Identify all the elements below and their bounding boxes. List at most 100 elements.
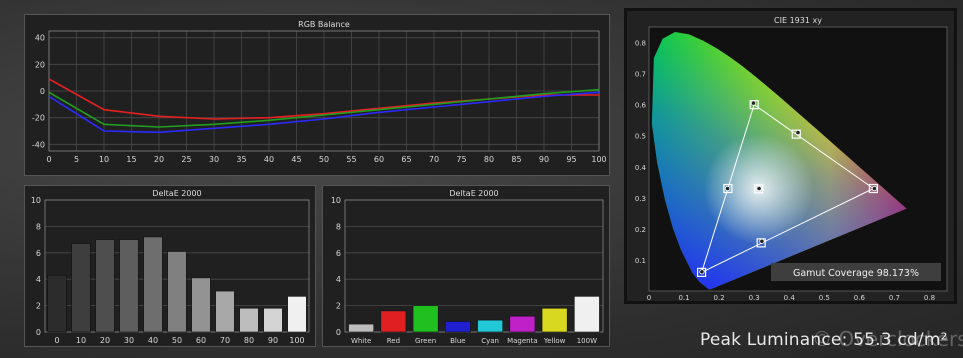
x-tick-label: 0.5 (819, 294, 830, 301)
bar (509, 315, 536, 333)
x-tick-label: 0.8 (924, 294, 935, 301)
x-tick-label: 30 (209, 155, 219, 164)
bar (239, 307, 259, 333)
x-tick-label: Magenta (507, 337, 538, 345)
x-tick-label: 0.6 (854, 294, 866, 301)
x-tick-label: Red (387, 337, 400, 345)
x-tick-label: 55 (346, 155, 356, 164)
target-marker (754, 184, 764, 194)
y-tick-label: 6 (336, 249, 341, 258)
deltae-grayscale-chart: DeltaE 2000 0 2 4 6 8 10 0 10 20 30 40 50 60 70 80 90 100 (24, 185, 316, 347)
watermark: © Overclockers.ru (812, 327, 963, 351)
x-tick-label: 5 (74, 155, 79, 164)
x-tick-label: 0 (54, 336, 59, 345)
gamut-coverage-box (771, 263, 941, 281)
x-tick-label: 0.4 (784, 294, 796, 301)
x-tick-label: 80 (244, 336, 254, 345)
x-tick-label: 65 (401, 155, 411, 164)
x-tick-label: 50 (172, 336, 182, 345)
bar (263, 307, 283, 333)
cie-1931-chart: CIE 1931 xy 0 0.1 0.2 0.3 0.4 0.5 0.6 0.7 0.8 0.1 0… (624, 8, 957, 304)
x-tick-label: 90 (268, 336, 278, 345)
bar (215, 290, 235, 333)
x-tick-label: 0.7 (889, 294, 900, 301)
y-tick-label: 2 (336, 302, 341, 311)
rgb-balance-chart: RGB Balance 40 20 0 -20 -40 0 5 10 15 20 25 30 35 40 45… (24, 14, 610, 176)
y-tick-label: 4 (36, 275, 41, 284)
target-marker (791, 129, 801, 139)
x-tick-label: 100 (591, 155, 606, 164)
deltae-color-plot: DeltaE 2000 0 2 4 6 8 10 White Red Green Blue Cyan M… (331, 189, 604, 345)
x-tick-label: 0.1 (678, 294, 689, 301)
measured-point (699, 269, 705, 275)
plot-frame (344, 199, 604, 333)
measured-point (759, 238, 765, 244)
chart-title: CIE 1931 xy (774, 16, 822, 25)
x-tick-label: 30 (124, 336, 134, 345)
bar (412, 305, 439, 333)
measured-point (795, 130, 801, 136)
bar (348, 323, 375, 333)
x-tick-label: 10 (99, 155, 109, 164)
x-tick-label: 0.2 (714, 294, 725, 301)
x-tick-label: Yellow (543, 337, 566, 345)
x-tick-label: 20 (154, 155, 164, 164)
series-line (48, 91, 600, 134)
peak-luminance-label: Peak Luminance: 55.3 cd/m² (700, 330, 948, 350)
bar (191, 277, 211, 333)
series-line (48, 88, 600, 128)
x-tick-label: 70 (429, 155, 439, 164)
bar (287, 296, 307, 333)
x-tick-label: 0.3 (749, 294, 760, 301)
x-tick-label: 20 (100, 336, 110, 345)
y-tick-label: 10 (31, 196, 41, 205)
x-tick-label: 90 (539, 155, 549, 164)
y-tick-label: 8 (336, 222, 341, 231)
x-tick-label: Green (415, 337, 436, 345)
chart-title: DeltaE 2000 (449, 189, 498, 198)
x-tick-label: 80 (484, 155, 494, 164)
y-tick-label: 0.7 (635, 71, 646, 79)
x-tick-label: 40 (148, 336, 158, 345)
y-tick-label: 0.3 (635, 195, 646, 203)
y-tick-label: 40 (35, 34, 45, 43)
chart-title: RGB Balance (298, 20, 350, 29)
x-tick-label: 60 (196, 336, 206, 345)
bar (380, 310, 407, 333)
bar (477, 319, 504, 333)
target-marker (696, 267, 707, 277)
y-tick-label: 20 (35, 60, 45, 69)
bar (119, 239, 139, 333)
x-tick-label: Blue (450, 337, 466, 345)
measured-point (750, 100, 757, 106)
x-tick-label: Cyan (481, 337, 499, 345)
x-tick-label: 75 (456, 155, 466, 164)
x-tick-label: 40 (264, 155, 274, 164)
y-tick-label: 0 (36, 328, 41, 337)
y-tick-label: 0.5 (635, 133, 646, 141)
y-tick-label: 10 (331, 196, 341, 205)
gamut-coverage-label: Gamut Coverage 98.173% (793, 268, 919, 279)
x-tick-label: 15 (126, 155, 136, 164)
y-tick-label: 0.6 (635, 102, 647, 110)
y-tick-label: 4 (336, 275, 341, 284)
measured-point (724, 185, 731, 192)
x-tick-label: 95 (566, 155, 576, 164)
x-tick-label: 50 (319, 155, 329, 164)
bar (573, 296, 600, 333)
deltae-color-chart: DeltaE 2000 0 2 4 6 8 10 White Red Green Blue Cyan M… (322, 185, 610, 347)
y-tick-label: 0.8 (635, 40, 646, 48)
cie-1931-plot: CIE 1931 xy 0 0.1 0.2 0.3 0.4 0.5 0.6 0.7 0.8 0.1 0… (635, 16, 948, 301)
plot-frame (48, 30, 600, 152)
y-tick-label: 2 (36, 302, 41, 311)
y-tick-label: 0.4 (635, 164, 647, 172)
y-tick-label: 6 (36, 249, 41, 258)
bar (71, 243, 91, 333)
y-tick-label: -20 (32, 114, 45, 123)
x-tick-label: White (351, 337, 371, 345)
x-tick-label: 25 (181, 155, 191, 164)
bar (541, 307, 568, 333)
y-tick-label: 8 (36, 222, 41, 231)
